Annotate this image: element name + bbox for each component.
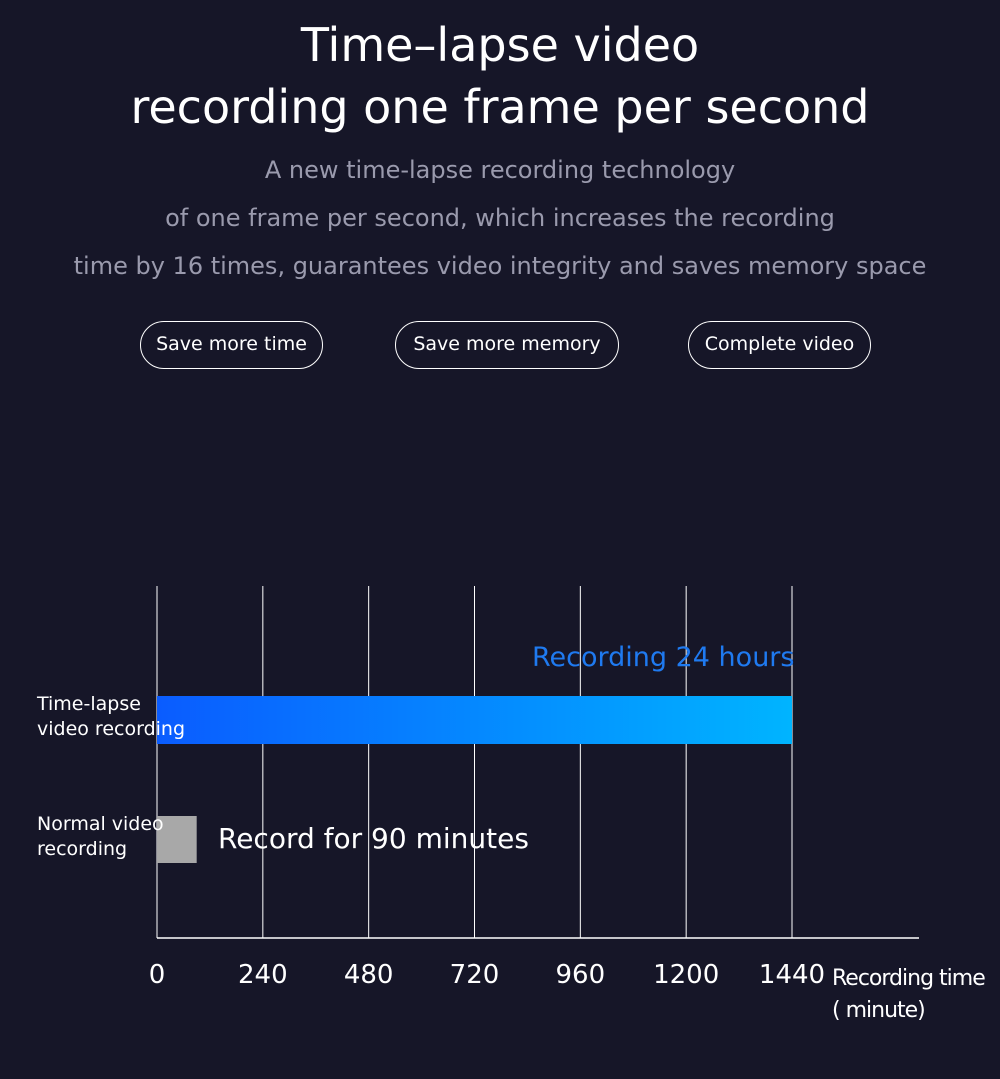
- x-tick-label: 1440: [758, 960, 826, 990]
- feature-badge-time: Save more time: [140, 321, 323, 369]
- x-tick-label: 480: [343, 960, 394, 990]
- bar-timelapse: [157, 696, 792, 744]
- annotation-timelapse: Recording 24 hours: [532, 642, 795, 673]
- category-label: Normal video recording: [37, 812, 164, 862]
- category-label-line: Time-lapse: [37, 693, 141, 715]
- title-line-2: recording one frame per second: [130, 80, 870, 134]
- subtitle-line: A new time-lapse recording technology: [264, 156, 736, 184]
- x-tick-label: 0: [148, 960, 166, 990]
- feature-badge-complete: Complete video: [688, 321, 871, 369]
- feature-badge-memory: Save more memory: [395, 321, 619, 369]
- title-line-1: Time–lapse video: [300, 18, 700, 72]
- page-title: Time–lapse video recording one frame per…: [0, 14, 1000, 138]
- category-label: Time-lapse video recording: [37, 692, 185, 742]
- x-axis-label-line: ( minute): [832, 998, 926, 1023]
- subtitle: A new time-lapse recording technology of…: [0, 146, 1000, 290]
- bar-normal: [157, 816, 197, 863]
- category-label-line: video recording: [37, 718, 186, 740]
- subtitle-line: of one frame per second, which increases…: [165, 204, 835, 232]
- category-label-line: Normal video: [37, 813, 164, 835]
- x-axis-label-line: Recording time: [832, 966, 986, 991]
- x-tick-label: 960: [555, 960, 606, 990]
- x-tick-label: 1200: [653, 960, 720, 990]
- annotation-normal: Record for 90 minutes: [218, 822, 529, 855]
- x-axis-label: Recording time ( minute): [832, 963, 986, 1027]
- subtitle-line: time by 16 times, guarantees video integ…: [73, 252, 927, 280]
- category-label-line: recording: [37, 838, 128, 860]
- x-tick-label: 240: [238, 960, 288, 990]
- x-tick-label: 720: [449, 960, 500, 990]
